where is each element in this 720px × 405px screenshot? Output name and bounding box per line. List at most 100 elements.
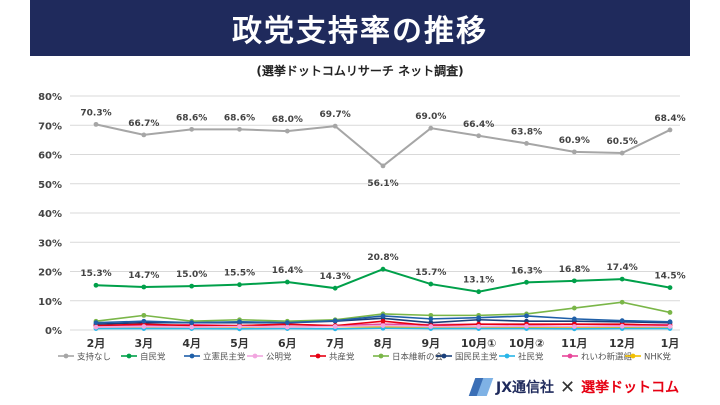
- data-point: [667, 324, 673, 329]
- x-tick-label: 1月: [661, 337, 680, 350]
- legend-swatch-marker: [504, 353, 510, 359]
- data-point: [237, 126, 242, 132]
- x-tick-label: 4月: [182, 337, 201, 350]
- data-point: [284, 320, 290, 326]
- y-tick-label: 40%: [38, 209, 62, 220]
- data-point: [619, 299, 625, 305]
- data-point: [571, 316, 577, 322]
- data-point: [284, 128, 290, 134]
- times-symbol: ✕: [560, 376, 576, 398]
- legend-label: れいわ新選組: [581, 352, 633, 363]
- data-label: 14.7%: [128, 271, 159, 281]
- logo-area: JX通信社 ✕ 選挙ドットコム: [468, 373, 710, 401]
- legend-label: 公明党: [266, 352, 292, 363]
- legend-swatch-marker: [189, 353, 195, 359]
- senkyo-logo-text: 選挙ドットコム: [581, 380, 680, 396]
- data-point: [141, 284, 147, 290]
- data-point: [619, 150, 625, 156]
- data-point: [189, 126, 195, 132]
- x-tick-label: 7月: [326, 337, 345, 350]
- data-point: [619, 276, 625, 282]
- data-point: [476, 324, 482, 329]
- data-point: [332, 318, 338, 324]
- data-label: 14.5%: [654, 272, 685, 282]
- data-label: 66.4%: [463, 120, 494, 130]
- data-label: 16.3%: [511, 266, 542, 276]
- data-point: [380, 266, 386, 272]
- x-tick-label: 5月: [230, 337, 249, 350]
- data-point: [332, 285, 338, 291]
- legend-swatch-marker: [441, 353, 447, 359]
- data-label: 56.1%: [367, 179, 398, 189]
- x-tick-label: 11月: [561, 337, 587, 350]
- data-point: [284, 324, 290, 330]
- data-point: [476, 315, 482, 321]
- data-point: [524, 323, 529, 329]
- data-label: 68.6%: [176, 113, 207, 123]
- data-point: [667, 285, 673, 290]
- x-tick-label: 10月②: [509, 337, 545, 350]
- data-point: [189, 324, 195, 330]
- data-label: 20.8%: [367, 253, 398, 263]
- x-tick-label: 3月: [135, 337, 154, 350]
- data-point: [189, 320, 195, 326]
- x-tick-label: 10月①: [461, 337, 497, 350]
- data-point: [332, 324, 338, 329]
- data-point: [571, 278, 577, 284]
- data-point: [380, 318, 386, 324]
- data-label: 17.4%: [607, 263, 638, 273]
- legend-label: 国民民主党: [455, 352, 498, 363]
- data-point: [428, 312, 434, 318]
- legend-swatch-marker: [630, 353, 636, 359]
- data-point: [141, 324, 147, 329]
- data-point: [93, 282, 99, 288]
- data-point: [428, 324, 434, 329]
- data-label: 63.8%: [511, 127, 542, 137]
- data-label: 60.5%: [607, 137, 638, 147]
- data-point: [237, 319, 242, 325]
- data-point: [428, 281, 434, 287]
- y-tick-label: 10%: [38, 297, 62, 308]
- legend-swatch-marker: [378, 353, 384, 359]
- y-tick-label: 50%: [38, 180, 62, 191]
- data-label: 15.0%: [176, 270, 207, 280]
- legend-label: 立憲民主党: [203, 352, 246, 363]
- y-tick-label: 20%: [38, 268, 62, 279]
- y-tick-label: 0%: [45, 326, 62, 337]
- x-tick-label: 8月: [374, 337, 393, 350]
- data-point: [237, 324, 242, 329]
- data-point: [571, 149, 577, 155]
- data-point: [380, 313, 386, 319]
- page-title: 政党支持率の推移: [232, 14, 488, 49]
- data-point: [524, 279, 529, 285]
- title-banner: 政党支持率の推移: [30, 0, 690, 56]
- data-point: [380, 163, 386, 169]
- x-tick-label: 6月: [278, 337, 297, 350]
- x-tick-label: 12月: [609, 337, 635, 350]
- legend-label: 自民党: [140, 352, 166, 363]
- data-point: [93, 320, 99, 326]
- data-label: 68.6%: [224, 113, 255, 123]
- data-label: 15.5%: [224, 269, 255, 279]
- data-label: 13.1%: [463, 276, 494, 286]
- chart-subtitle: (選挙ドットコムリサーチ ネット調査): [256, 64, 464, 78]
- data-point: [141, 318, 147, 324]
- data-label: 68.0%: [272, 115, 303, 125]
- data-point: [93, 324, 99, 330]
- data-point: [428, 316, 434, 322]
- data-point: [619, 323, 625, 329]
- x-tick-label: 9月: [422, 337, 441, 350]
- data-label: 70.3%: [80, 108, 111, 118]
- data-point: [428, 125, 434, 131]
- data-label: 15.3%: [80, 269, 111, 279]
- data-label: 69.0%: [415, 112, 446, 122]
- legend-swatch-marker: [252, 353, 258, 359]
- data-point: [667, 127, 673, 133]
- data-point: [571, 305, 577, 311]
- data-point: [667, 319, 673, 325]
- jx-logo-text: JX通信社: [496, 380, 555, 396]
- legend-label: NHK党: [644, 352, 671, 363]
- y-tick-label: 80%: [38, 92, 62, 103]
- jx-logo-icon: [468, 376, 494, 398]
- data-point: [141, 312, 147, 318]
